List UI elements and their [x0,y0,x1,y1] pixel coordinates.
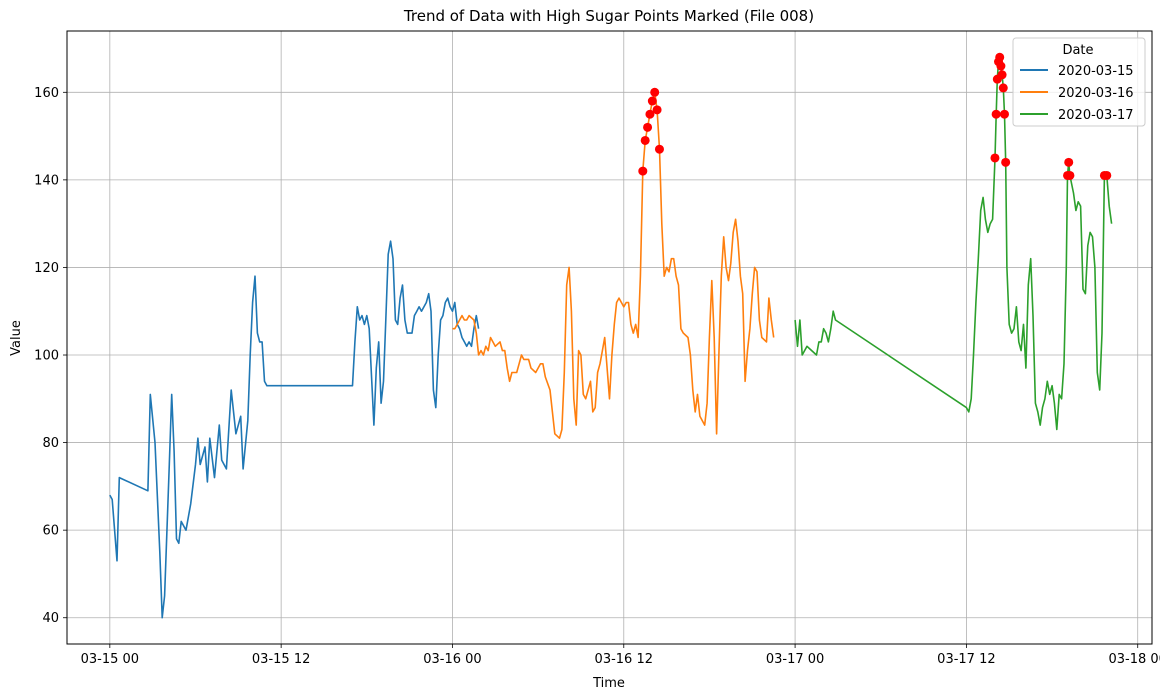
high-sugar-point [998,83,1008,93]
chart-title: Trend of Data with High Sugar Points Mar… [403,7,814,25]
high-sugar-point [996,61,1006,71]
x-axis-ticks: 03-15 00 03-15 12 03-16 00 03-16 12 03-17 00… [81,644,1160,667]
x-tick-label: 03-18 00 [1108,652,1160,667]
x-tick-label: 03-17 00 [766,652,824,667]
high-sugar-point [991,109,1001,119]
high-sugar-point [638,166,648,176]
legend-entry-1: 2020-03-15 [1058,64,1134,79]
y-axis-ticks: 40 60 80 100 120 140 160 [34,86,67,626]
x-tick-label: 03-16 00 [423,652,481,667]
high-sugar-point [999,109,1009,119]
y-tick-label: 120 [34,261,59,276]
y-axis-label: Value [9,320,24,356]
high-sugar-point [654,144,664,154]
x-tick-label: 03-17 12 [937,652,995,667]
series-line-3 [794,56,1113,431]
high-sugar-point [645,109,655,119]
high-sugar-point [990,153,1000,163]
legend-entry-2: 2020-03-16 [1058,86,1134,101]
high-sugar-markers [638,52,1112,180]
y-tick-label: 40 [42,611,59,626]
y-tick-label: 60 [42,524,59,539]
high-sugar-point [1102,170,1112,180]
high-sugar-point [652,105,662,115]
high-sugar-point [1001,157,1011,167]
high-sugar-point [640,135,650,145]
high-sugar-point [647,96,657,106]
high-sugar-point [643,122,653,132]
x-tick-label: 03-16 12 [595,652,653,667]
high-sugar-point [995,52,1005,62]
high-sugar-point [997,70,1007,80]
x-axis-label: Time [592,676,625,691]
series-line-2 [452,91,775,439]
y-tick-label: 140 [34,173,59,188]
high-sugar-point [650,87,660,97]
y-tick-label: 100 [34,349,59,364]
y-tick-label: 80 [42,436,59,451]
high-sugar-point [1064,157,1074,167]
series-lines [109,56,1113,619]
grid-lines [67,31,1152,644]
x-tick-label: 03-15 00 [81,652,139,667]
legend-entry-3: 2020-03-17 [1058,108,1134,123]
legend-box [1012,37,1146,127]
y-tick-label: 160 [34,86,59,101]
legend: Date 2020-03-15 2020-03-16 2020-03-17 [1012,37,1146,127]
series-line-1 [109,240,480,619]
legend-title: Date [1062,43,1093,58]
plot-area-frame [66,30,1153,645]
high-sugar-point [1065,170,1075,180]
x-tick-label: 03-15 12 [252,652,310,667]
